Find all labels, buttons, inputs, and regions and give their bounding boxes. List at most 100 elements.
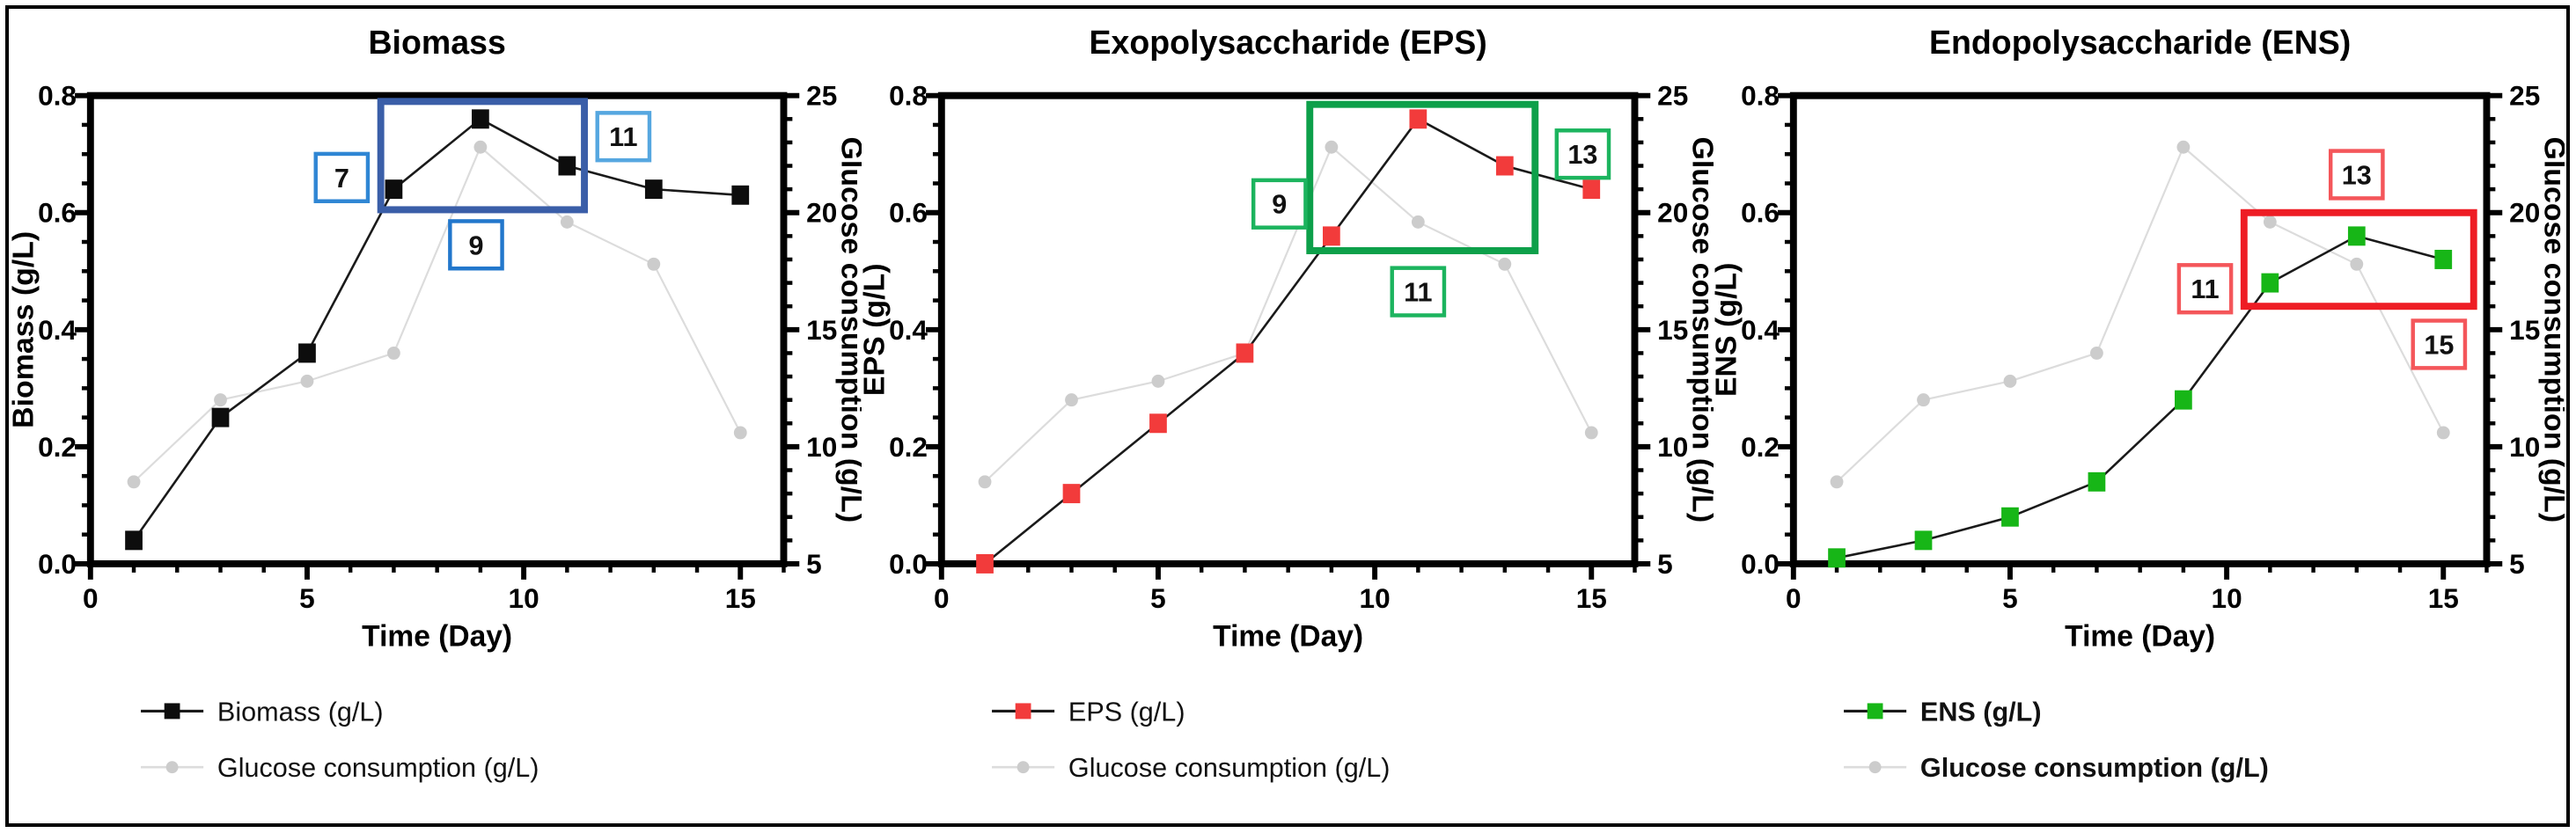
data-point-day-1: [1830, 475, 1844, 489]
y-left-tick-label: 0.2: [1741, 431, 1780, 463]
data-point-day-3: [1914, 530, 1933, 551]
series-ens-g-l: [1827, 226, 2452, 568]
y-left-tick-label: 0.6: [1741, 197, 1780, 229]
x-tick-label: 5: [299, 582, 315, 614]
legend-marker: [1868, 761, 1882, 774]
callout-label: 11: [1404, 276, 1432, 307]
callout-box: [1554, 128, 1611, 180]
data-point-day-9: [473, 140, 488, 154]
y-right-tick-label: 25: [2509, 80, 2540, 112]
series-glucose-consumption-g-l: [127, 140, 747, 489]
y-axis-left-label: ENS (g/L): [1714, 263, 1743, 397]
legend-marker: [165, 761, 179, 774]
y-right-tick-label: 5: [1657, 548, 1673, 580]
data-point-day-13: [644, 179, 663, 200]
callout-box: [2411, 318, 2467, 370]
x-tick-label: 15: [2427, 582, 2458, 614]
callout-box: [595, 111, 652, 163]
callout-13: 13: [1554, 128, 1611, 180]
legend-label: Glucose consumption (g/L): [1068, 752, 1390, 783]
data-point-day-11: [560, 215, 574, 229]
plot-frame: [86, 91, 788, 567]
y-left-tick-label: 0.6: [38, 197, 77, 229]
callout-label: 15: [2424, 329, 2454, 360]
x-tick-label: 0: [1786, 582, 1802, 614]
charts-row: Biomass 0 5 10 15 Time (Day) 0.0 0.2 0.4 0.6 0.8 Bi…: [11, 10, 2565, 822]
legend-item-eps-g-l: EPS (g/L): [992, 696, 1185, 727]
y-right-tick-label: 20: [806, 197, 837, 229]
data-point-day-11: [558, 156, 576, 176]
x-tick-label: 5: [1151, 582, 1167, 614]
data-point-day-13: [1496, 156, 1515, 176]
y-left-tick-label: 0.2: [38, 431, 77, 463]
data-point-day-15: [1582, 179, 1601, 200]
legend-marker: [1016, 703, 1031, 720]
chart-endopolysaccharide-ens: Endopolysaccharide (ENS) 0 5 10 15 Time (Day)…: [1714, 24, 2565, 784]
callout-label: 9: [1273, 189, 1288, 220]
y-axis-left: 0.0 0.2 0.4 0.6 0.8: [38, 80, 91, 580]
data-point-day-9: [472, 109, 489, 129]
callout-label: 11: [2191, 274, 2219, 304]
y-right-tick-label: 10: [806, 431, 837, 463]
plot-frame: [938, 91, 1639, 567]
chart-panel-eps: Exopolysaccharide (EPS) 0 5 10 15 Time (Day) 0…: [862, 10, 1713, 822]
y-axis-right-label: Glucose consumption (g/L): [835, 137, 862, 523]
data-point-day-15: [733, 426, 747, 440]
series-line: [984, 145, 1593, 483]
x-tick-label: 5: [2002, 582, 2018, 614]
data-point-day-3: [214, 393, 227, 407]
legend-label: Glucose consumption (g/L): [217, 752, 539, 783]
chart-title: Exopolysaccharide (EPS): [1090, 24, 1487, 61]
y-right-tick-label: 5: [806, 548, 822, 580]
legend-label: Glucose consumption (g/L): [1920, 752, 2269, 783]
y-right-tick-label: 20: [1657, 197, 1688, 229]
y-right-tick-label: 20: [2509, 197, 2540, 229]
chart-exopolysaccharide-eps: Exopolysaccharide (EPS) 0 5 10 15 Time (Day) 0…: [862, 24, 1713, 784]
data-point-day-13: [2350, 257, 2363, 271]
y-axis-left-label: Biomass (g/L): [11, 231, 40, 428]
data-point-day-7: [385, 179, 403, 200]
legend-item-ens-g-l: ENS (g/L): [1843, 696, 2041, 727]
x-axis: 0 5 10 15: [83, 563, 786, 614]
y-right-tick-label: 10: [2509, 431, 2540, 463]
data-point-day-1: [976, 553, 994, 574]
callout-box: [448, 219, 504, 271]
callout-15: 15: [2411, 318, 2467, 370]
data-point-day-3: [1916, 393, 1930, 407]
data-point-day-13: [1498, 257, 1512, 271]
y-right-tick-label: 25: [1657, 80, 1688, 112]
data-point-day-5: [1151, 374, 1165, 388]
series-biomass-g-l: [125, 109, 750, 551]
highlight-box: [2240, 208, 2477, 311]
x-axis: 0 5 10 15: [934, 563, 1638, 614]
callout-label: 11: [609, 121, 637, 152]
callout-7: 7: [313, 151, 371, 203]
series-glucose-consumption-g-l: [1830, 140, 2450, 489]
series-line: [1836, 234, 2444, 559]
y-left-tick-label: 0.8: [38, 80, 77, 112]
highlight-box: [377, 98, 588, 214]
chart-title: Biomass: [368, 24, 505, 61]
y-left-tick-label: 0.4: [1741, 314, 1780, 346]
data-point-day-1: [127, 475, 141, 489]
callout-11: 11: [2176, 263, 2233, 315]
callout-box: [2176, 263, 2233, 315]
y-left-tick-label: 0.2: [889, 431, 928, 463]
series-line: [984, 117, 1592, 565]
y-left-tick-label: 0.8: [889, 80, 928, 112]
data-point-day-5: [300, 374, 314, 388]
x-axis-label: Time (Day): [1214, 620, 1364, 654]
callout-11: 11: [1390, 266, 1447, 318]
data-point-day-15: [2434, 250, 2452, 269]
legend: Biomass (g/L) Glucose consumption (g/L): [141, 696, 539, 783]
x-tick-label: 15: [1576, 582, 1607, 614]
series-line: [133, 145, 742, 483]
data-point-day-9: [1323, 226, 1341, 246]
data-point-day-9: [1325, 140, 1339, 154]
legend-label: Biomass (g/L): [217, 696, 384, 727]
callout-9: 9: [1251, 178, 1308, 230]
x-axis: 0 5 10 15: [1786, 563, 2489, 614]
data-point-day-9: [2176, 140, 2190, 154]
legend-item-glucose-consumption-g-l: Glucose consumption (g/L): [992, 752, 1391, 783]
